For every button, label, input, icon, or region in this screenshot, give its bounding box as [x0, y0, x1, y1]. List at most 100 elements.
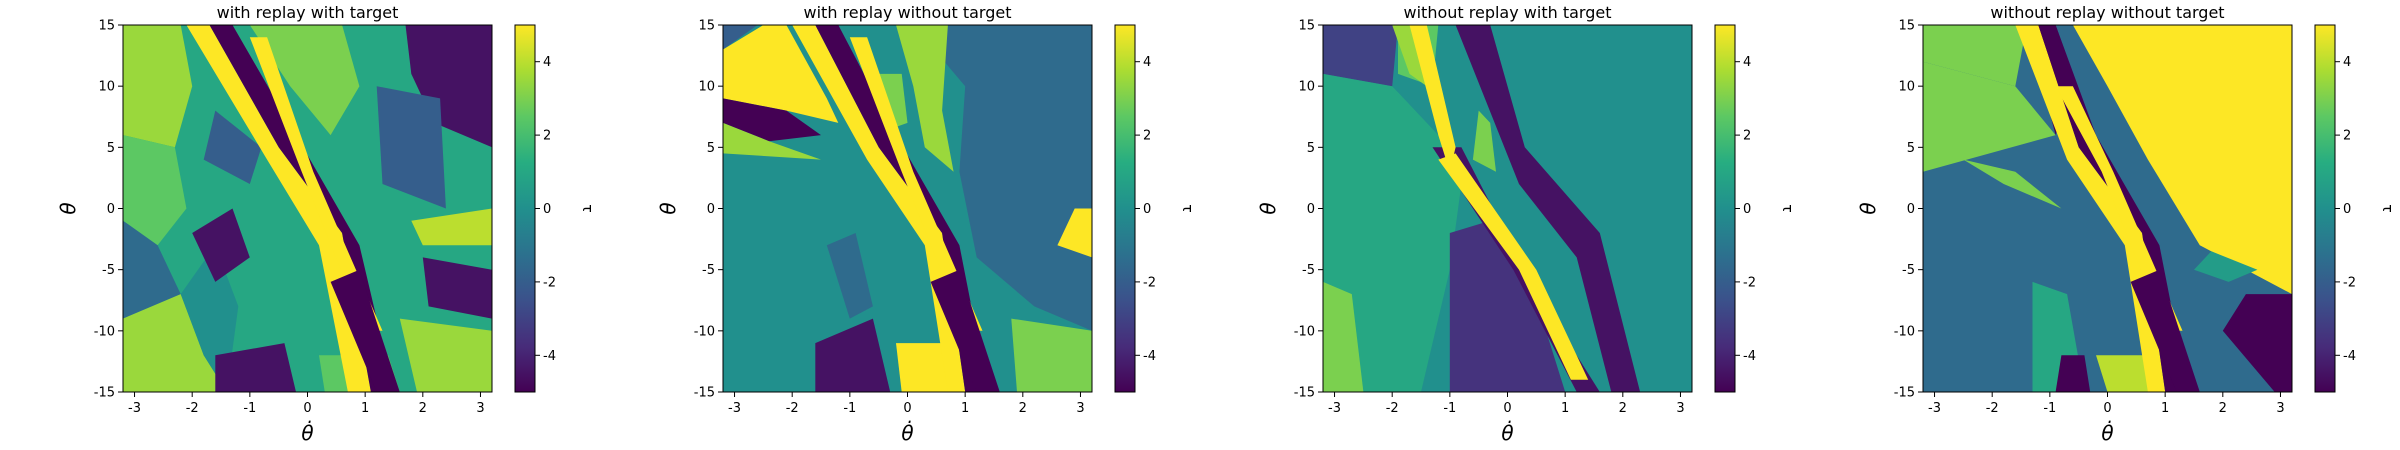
colorbar: [2315, 25, 2335, 392]
colorbar-tick-label: 4: [2343, 55, 2351, 70]
colorbar-tick-label: 0: [543, 202, 551, 217]
chart-title: without replay without target: [1990, 3, 2224, 22]
chart-title: with replay with target: [217, 3, 399, 22]
heatmap-region: [1409, 25, 1456, 172]
colorbar: [515, 25, 535, 392]
heatmap-region: [1963, 159, 2062, 209]
heatmap-region: [1011, 318, 1092, 392]
x-tick-label: 2: [419, 401, 427, 416]
heatmap-region: [123, 294, 227, 392]
x-axis-label: θ̇: [901, 420, 913, 445]
x-axis-label: θ̇: [2101, 420, 2113, 445]
y-axis-label: θ: [1256, 202, 1280, 214]
heatmap-region: [1923, 25, 2027, 87]
y-tick-label: -5: [102, 263, 115, 278]
x-tick-label: 1: [1561, 401, 1569, 416]
heatmap-region: [1923, 61, 2056, 172]
y-tick-label: 0: [1907, 202, 1915, 217]
y-axis-label: θ: [656, 202, 680, 214]
x-tick-label: 2: [1619, 401, 1627, 416]
y-tick-label: 15: [1298, 19, 1315, 34]
colorbar-tick-label: 2: [1143, 129, 1151, 144]
y-tick-label: -15: [94, 386, 115, 401]
subplot-1: with replay with target-3 -2 -1 0 1 2 3-15-10-…: [56, 3, 595, 445]
heatmap-region: [2096, 355, 2160, 392]
x-tick-label: -1: [1443, 401, 1456, 416]
colorbar-tick-label: 2: [543, 129, 551, 144]
x-tick-label: -1: [2043, 401, 2056, 416]
x-tick-label: -3: [728, 401, 741, 416]
y-tick-label: 15: [98, 19, 115, 34]
colorbar-tick-label: 0: [2343, 202, 2351, 217]
x-tick-label: 3: [476, 401, 484, 416]
y-tick-label: 5: [1907, 141, 1915, 156]
y-tick-label: 0: [107, 202, 115, 217]
y-axis-label: θ: [1856, 202, 1880, 214]
heatmap-region: [123, 25, 193, 148]
colorbar-tick-label: -2: [1743, 275, 1756, 290]
colorbar-label: τ: [1779, 204, 1795, 212]
heatmap-region: [913, 25, 1092, 331]
x-tick-label: 0: [1503, 401, 1511, 416]
x-axis-label: θ̇: [301, 420, 313, 445]
colorbar-tick-label: -2: [1143, 275, 1156, 290]
heatmap-region: [2072, 25, 2292, 295]
y-tick-label: 15: [1898, 19, 1915, 34]
heatmap-region: [376, 86, 446, 209]
colorbar: [1715, 25, 1735, 392]
x-tick-label: 1: [361, 401, 369, 416]
heatmap-region: [723, 25, 758, 50]
colorbar: [1115, 25, 1135, 392]
chart-title: without replay with target: [1404, 3, 1612, 22]
heatmap-region: [411, 208, 492, 246]
heatmap-region: [2015, 25, 2166, 392]
y-tick-label: -15: [1894, 386, 1915, 401]
heatmap-region: [2222, 294, 2292, 392]
y-tick-label: -5: [702, 263, 715, 278]
x-tick-label: 3: [1676, 401, 1684, 416]
y-tick-label: 10: [98, 80, 115, 95]
x-tick-label: -2: [186, 401, 199, 416]
x-axis-label: θ̇: [1501, 420, 1513, 445]
heatmap-region: [399, 318, 492, 392]
heatmap-region: [2055, 86, 2183, 331]
heatmap-region: [123, 220, 181, 319]
subplot-4: without replay without target-3 -2 -1 0 1 2 3-…: [1856, 3, 2395, 445]
colorbar-tick-label: -4: [543, 349, 556, 364]
heatmap-region: [1472, 110, 1496, 172]
heatmap-region: [1449, 220, 1566, 392]
y-tick-label: -5: [1902, 263, 1915, 278]
subplot-3: without replay with target-3 -2 -1 0 1 2 3-15-…: [1256, 3, 1795, 445]
y-tick-label: 10: [1898, 80, 1915, 95]
x-tick-label: -1: [243, 401, 256, 416]
x-tick-label: -2: [1386, 401, 1399, 416]
x-tick-label: -3: [1328, 401, 1341, 416]
heatmap-area: [1923, 25, 2292, 392]
heatmap-region: [1438, 153, 1589, 380]
heatmap-region: [723, 98, 821, 142]
heatmap-region: [203, 110, 262, 184]
chart-title: with replay without target: [804, 3, 1012, 22]
heatmap-area: [1323, 25, 1692, 392]
heatmap-region: [215, 343, 296, 392]
y-tick-label: 15: [698, 19, 715, 34]
x-tick-label: 1: [961, 401, 969, 416]
heatmap-region: [723, 122, 821, 160]
y-tick-label: -10: [1294, 324, 1315, 339]
colorbar-tick-label: -4: [1143, 349, 1156, 364]
heatmap-region: [192, 208, 250, 282]
heatmap-region: [186, 25, 371, 392]
colorbar-label: τ: [2379, 204, 2395, 212]
heatmap-region: [2194, 251, 2258, 282]
heatmap-region: [1323, 73, 1462, 392]
y-tick-label: 10: [698, 80, 715, 95]
heatmap-region: [1057, 208, 1092, 258]
heatmap-area: [123, 25, 492, 392]
y-tick-label: -15: [694, 386, 715, 401]
colorbar-tick-label: 4: [1143, 55, 1151, 70]
colorbar-tick-label: -2: [2343, 275, 2356, 290]
colorbar-tick-label: 0: [1743, 202, 1751, 217]
heatmap-region: [849, 37, 983, 331]
heatmap-area: [723, 25, 1092, 392]
heatmap-region: [1455, 25, 1641, 392]
